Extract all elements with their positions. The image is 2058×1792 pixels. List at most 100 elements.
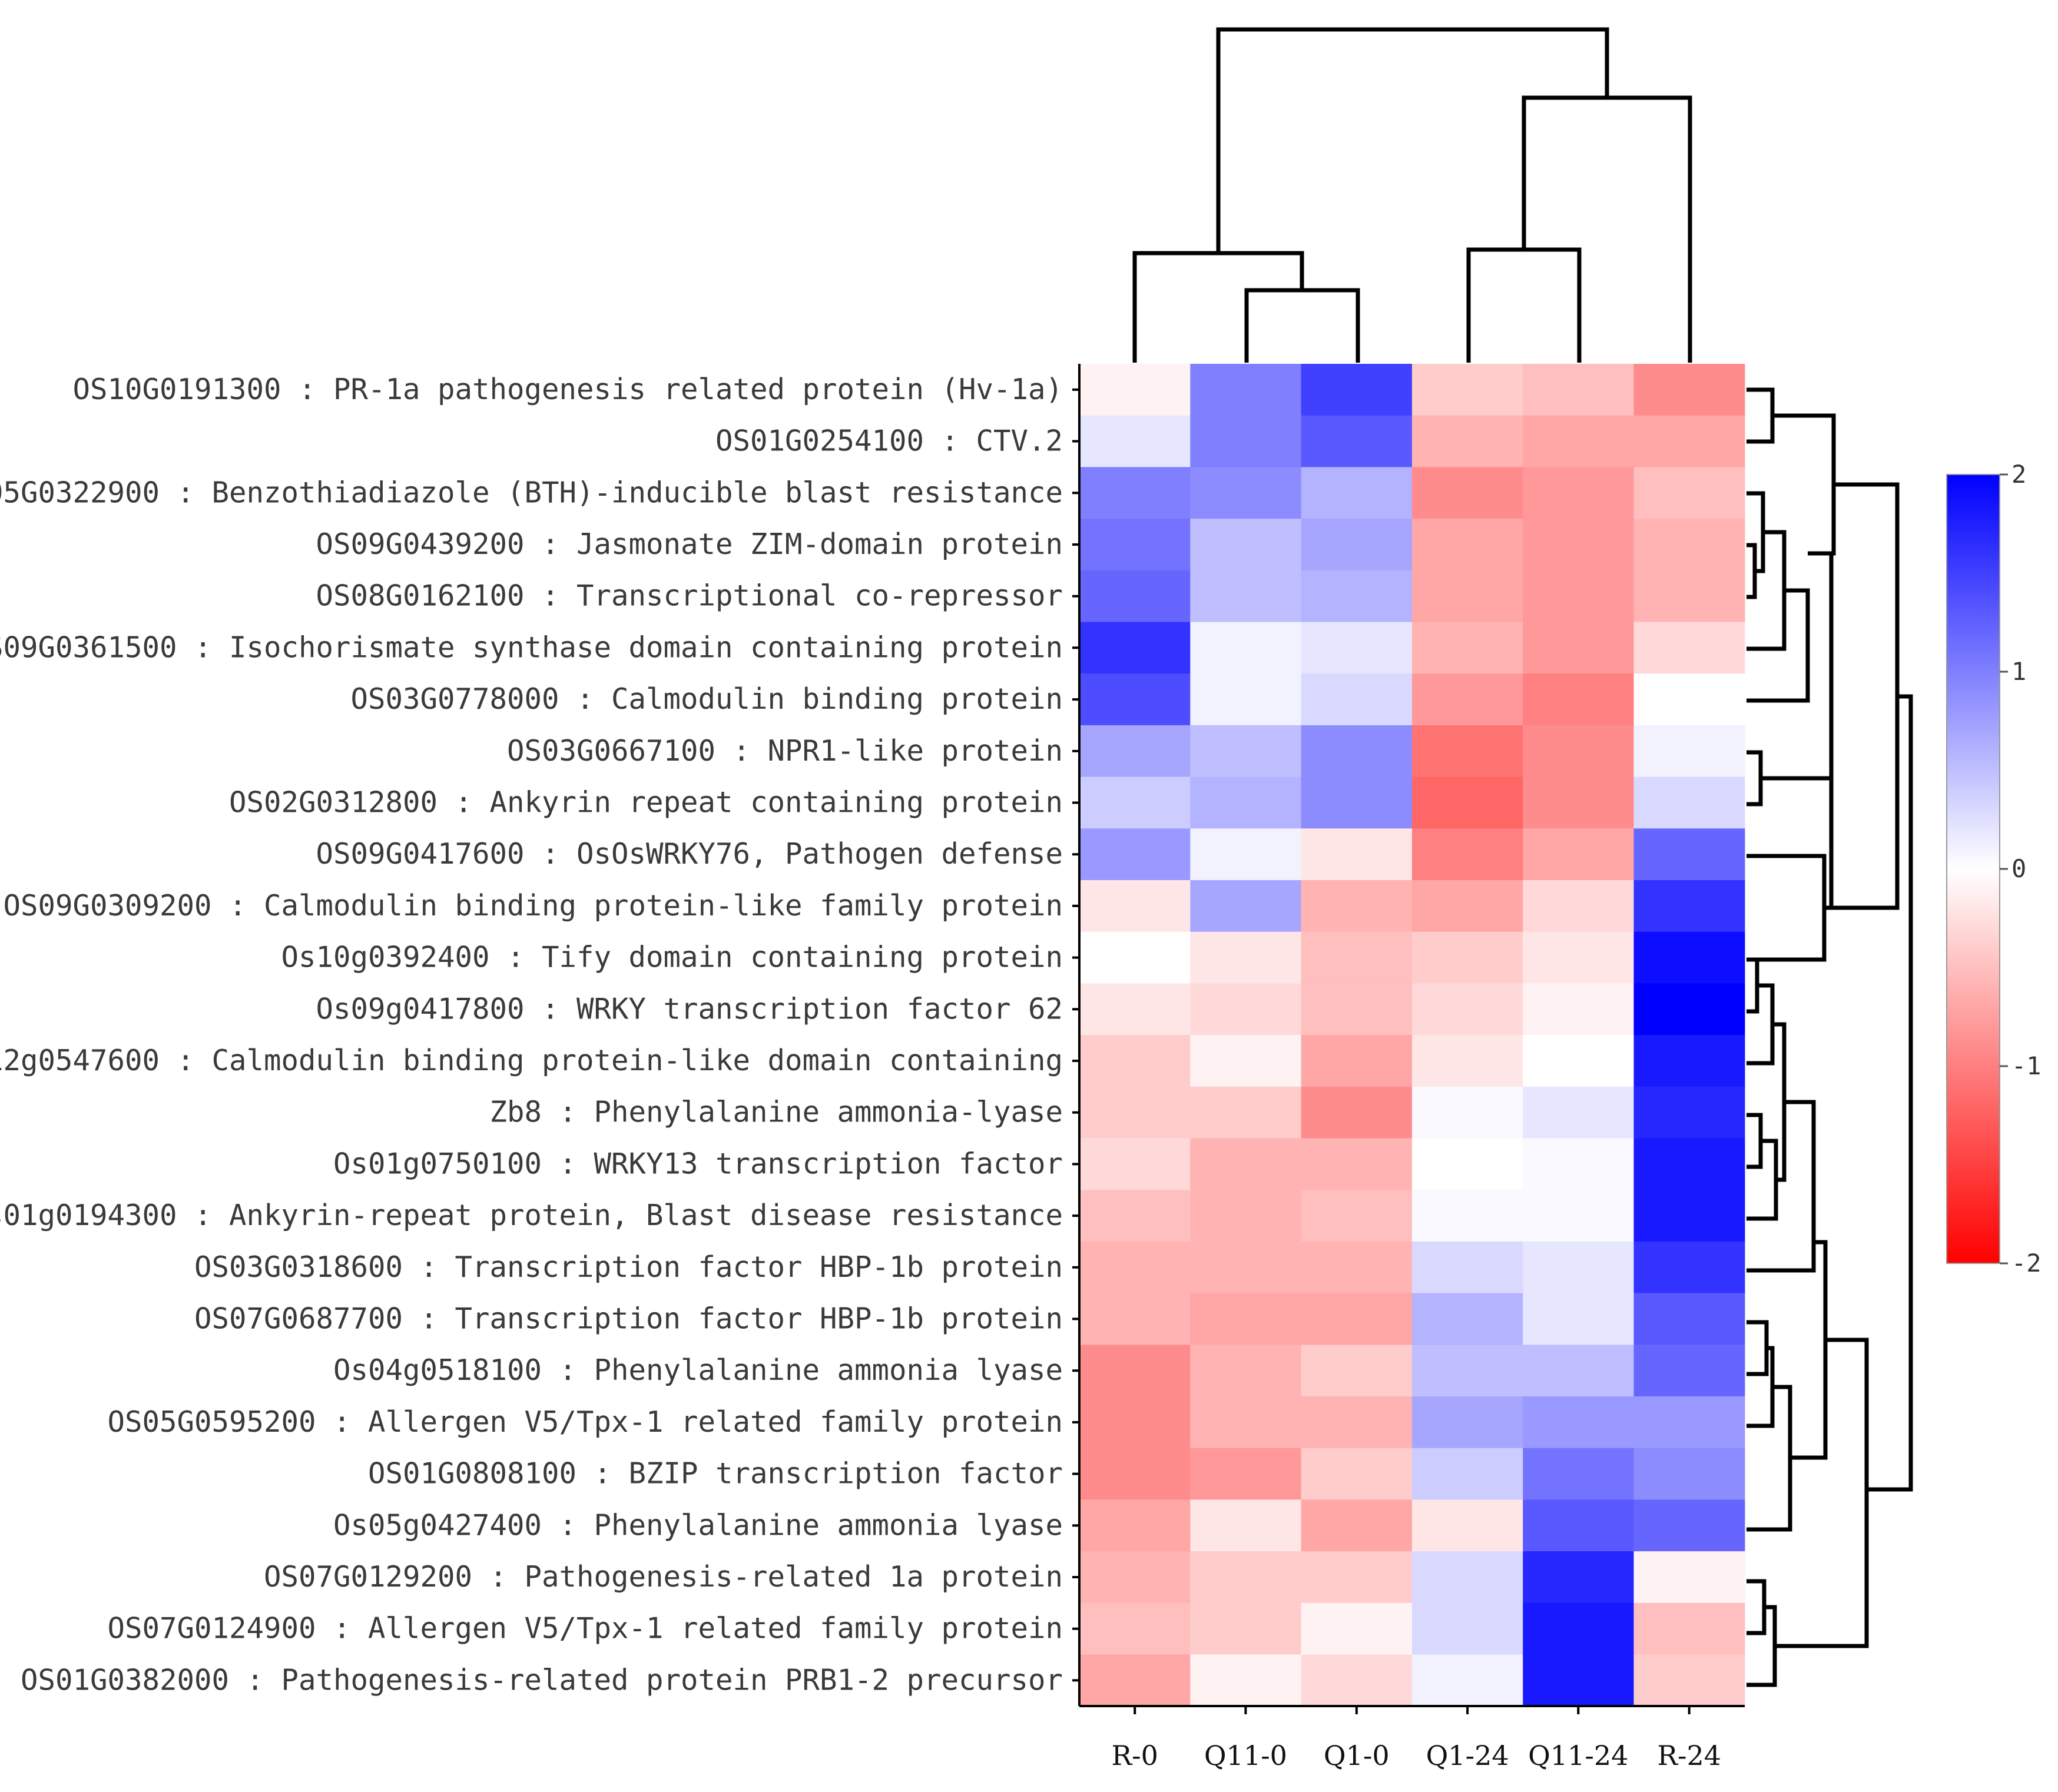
heatmap-cell (1411, 983, 1523, 1036)
heatmap-cell (1079, 1654, 1191, 1707)
heatmap-cell (1079, 983, 1191, 1036)
heatmap-cell (1633, 364, 1745, 416)
heatmap-cell (1190, 1190, 1302, 1242)
heatmap-cell (1633, 880, 1745, 932)
col-dendro-link-q11-q1 (1244, 288, 1360, 363)
row-labels: OS10G0191300 : PR-1a pathogenesis relate… (0, 373, 1063, 1697)
heatmap-cell (1301, 1448, 1413, 1500)
row-label: OS03G0667100 : NPR1-like protein (507, 734, 1063, 768)
heatmap-cell (1633, 1190, 1745, 1242)
heatmap-cell (1301, 1035, 1413, 1087)
heatmap-cell (1523, 1138, 1635, 1190)
heatmap-cell (1190, 880, 1302, 932)
row-dendro-link (1867, 694, 1913, 1492)
heatmap-cell (1301, 1396, 1413, 1449)
row-label: OS02G0312800 : Ankyrin repeat containing… (229, 786, 1063, 819)
heatmap-cell (1523, 931, 1635, 984)
column-labels: R-0 Q11-0 Q1-0 Q1-24 Q11-24 R-24 (1111, 1740, 1721, 1771)
heatmap-cell (1523, 1499, 1635, 1552)
heatmap-cell (1411, 1654, 1523, 1707)
heatmap-cell (1190, 1396, 1302, 1449)
colorbar-tick-label: 0 (2011, 854, 2026, 883)
heatmap-cell (1633, 519, 1745, 571)
colorbar-tick-label: 1 (2011, 657, 2026, 686)
row-label: Os12g0547600 : Calmodulin binding protei… (0, 1044, 1063, 1077)
col-dendro-link-q1-24-q11-24 (1466, 247, 1582, 363)
heatmap-cell (1411, 1241, 1523, 1294)
heatmap-cell (1190, 983, 1302, 1036)
heatmap-cell (1633, 467, 1745, 519)
heatmap-cell (1079, 1086, 1191, 1139)
row-label: OS03G0318600 : Transcription factor HBP-… (194, 1250, 1063, 1284)
heatmap-cell (1190, 415, 1302, 467)
heatmap-cell (1190, 364, 1302, 416)
row-label: Zb8 : Phenylalanine ammonia-lyase (489, 1096, 1063, 1129)
heatmap-cell (1633, 725, 1745, 778)
heatmap-cell (1190, 570, 1302, 623)
heatmap-cell (1301, 725, 1413, 778)
heatmap-cell (1633, 1551, 1745, 1604)
colorbar-tick-label: -2 (2011, 1249, 2042, 1277)
heatmap-cell (1411, 1499, 1523, 1552)
row-label: OS09G0361500 : Isochorismate synthase do… (0, 630, 1063, 664)
heatmap-cell (1079, 880, 1191, 932)
heatmap-cell (1411, 1190, 1523, 1242)
heatmap-cell (1411, 1396, 1523, 1449)
row-label: Os01g0194300 : Ankyrin-repeat protein, B… (0, 1199, 1063, 1232)
heatmap-cell (1633, 776, 1745, 829)
heatmap-cell (1301, 1499, 1413, 1552)
row-dendro-link (1775, 1338, 1869, 1648)
row-dendro-link (1747, 1320, 1769, 1376)
heatmap-cell (1079, 519, 1191, 571)
heatmap-cell (1523, 415, 1635, 467)
column-dendrogram (1132, 27, 1692, 363)
heatmap-cell (1190, 1241, 1302, 1294)
heatmap-cell (1523, 673, 1635, 726)
heatmap-cell (1411, 519, 1523, 571)
column-label: Q11-24 (1528, 1740, 1628, 1771)
heatmap-cell (1079, 1602, 1191, 1655)
heatmap-cell (1523, 1448, 1635, 1500)
heatmap-cell (1301, 1345, 1413, 1397)
heatmap-cell (1190, 1293, 1302, 1345)
heatmap-cell (1301, 1602, 1413, 1655)
heatmap-cell (1190, 519, 1302, 571)
heatmap-cell (1190, 725, 1302, 778)
row-dendro-link (1761, 727, 1834, 781)
heatmap-cell (1523, 1035, 1635, 1087)
heatmap-cell (1411, 1138, 1523, 1190)
row-label: Os10g0392400 : Tify domain containing pr… (281, 941, 1063, 974)
heatmap-cell (1523, 467, 1635, 519)
heatmap-cell (1523, 1086, 1635, 1139)
heatmap-cell (1633, 1086, 1745, 1139)
row-dendro-link (1790, 1240, 1828, 1460)
heatmap-cell (1411, 415, 1523, 467)
row-label: OS01G0808100 : BZIP transcription factor (368, 1457, 1063, 1491)
heatmap-cell (1301, 622, 1413, 674)
heatmap-cell (1523, 1654, 1635, 1707)
heatmap-cell (1411, 364, 1523, 416)
heatmap-cell (1079, 467, 1191, 519)
heatmap-cell (1079, 1241, 1191, 1294)
heatmap-cell (1633, 1499, 1745, 1552)
heatmap-cell (1411, 1602, 1523, 1655)
heatmap-cell (1523, 1396, 1635, 1449)
column-label: Q11-0 (1204, 1740, 1287, 1771)
row-dendro-link (1784, 1100, 1816, 1270)
row-dendro-link (1747, 387, 1775, 444)
heatmap-cell (1523, 776, 1635, 829)
heatmap-cell (1633, 415, 1745, 467)
heatmap-axes (1078, 364, 1745, 1707)
heatmap-cell (1079, 1293, 1191, 1345)
heatmap-cell (1411, 1345, 1523, 1397)
heatmap-cell (1190, 1138, 1302, 1190)
heatmap-cell (1633, 931, 1745, 984)
heatmap-cell (1190, 828, 1302, 881)
col-dendro-link-r0 (1132, 251, 1304, 363)
heatmap-cell (1079, 931, 1191, 984)
colorbar-gradient (1946, 474, 2000, 1264)
heatmap-cell (1079, 1138, 1191, 1190)
heatmap-cell (1523, 1602, 1635, 1655)
row-label: OS01G0382000 : Pathogenesis-related prot… (21, 1663, 1063, 1697)
heatmap-cell (1633, 1448, 1745, 1500)
